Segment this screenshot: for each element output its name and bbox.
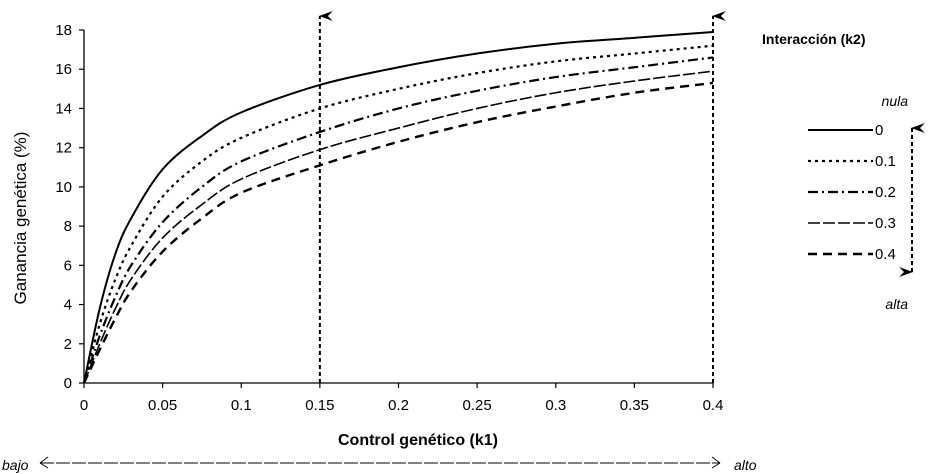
x-tick-label: 0 (80, 397, 88, 414)
legend-entry-label: 0.1 (875, 153, 896, 170)
x-tick-label: 0.4 (703, 397, 724, 414)
y-tick-label: 0 (64, 375, 72, 392)
axes: 0 2 4 6 8 10 12 14 16 18 0 0.05 0.1 0.15 0.2 0.25 0.3 0.3… (55, 22, 723, 414)
x-tick-label: 0.15 (305, 397, 334, 414)
annotation-layer (39, 11, 726, 469)
series-layer (82, 30, 714, 384)
legend-title: Interacción (k2) (762, 31, 865, 47)
y-axis-label: Ganancia genética (%) (11, 132, 30, 305)
range-low-label: bajo (2, 457, 29, 473)
legend-entry-label: 0.2 (875, 184, 896, 201)
series-line-3 (82, 56, 714, 384)
x-axis-label: Control genético (k1) (338, 432, 498, 449)
x-tick-label: 0.05 (148, 397, 177, 414)
x-tick-label: 0.1 (231, 397, 252, 414)
y-tick-label: 16 (55, 61, 72, 78)
y-tick-label: 4 (64, 297, 72, 314)
y-tick-label: 2 (64, 336, 72, 353)
y-tick-label: 14 (55, 100, 72, 117)
legend-entry-label: 0.3 (875, 215, 896, 232)
x-tick-label: 0.25 (463, 397, 492, 414)
range-arrow-left-head (39, 456, 49, 469)
y-tick-label: 10 (55, 179, 72, 196)
legend-top-label: nula (882, 93, 909, 109)
y-tick-label: 12 (55, 140, 72, 157)
y-tick-label: 6 (64, 257, 72, 274)
x-tick-label: 0.2 (388, 397, 409, 414)
legend-entry-label: 0 (875, 122, 883, 139)
y-tick-label: 8 (64, 218, 72, 235)
x-tick-label: 0.35 (620, 397, 649, 414)
range-high-label: alto (734, 457, 757, 473)
legend-bottom-label: alta (885, 296, 908, 312)
legend-entry-label: 0.4 (875, 246, 896, 263)
series-line-2 (82, 44, 714, 384)
series-line-1 (83, 30, 714, 384)
legend: 0 0.1 0.2 0.3 0.4 (808, 122, 925, 277)
x-tick-label: 0.3 (545, 397, 566, 414)
range-arrow-right-head (711, 456, 721, 469)
y-tick-label: 18 (55, 22, 72, 39)
series-line-4 (83, 70, 714, 384)
